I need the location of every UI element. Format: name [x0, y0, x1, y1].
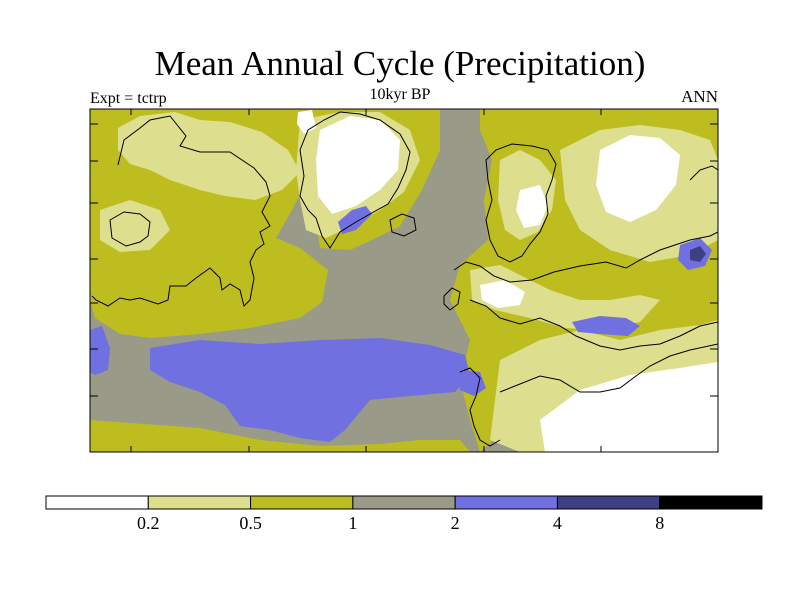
season-label: ANN: [681, 87, 718, 106]
colorbar-box: [556, 495, 661, 510]
colorbar-tick-label: 0.2: [137, 513, 160, 533]
colorbar-box: [250, 495, 354, 510]
map-frame: [89, 108, 719, 453]
field-band-0.2-0.5-canada: [118, 112, 300, 200]
field-band-2-4-west-edge: [90, 326, 110, 375]
coastline-british-isles: [443, 287, 461, 311]
field-band-2-4-iberia-coast: [460, 370, 486, 396]
colorbar-box: [659, 495, 763, 510]
coastline-north-america: [91, 115, 271, 307]
coastline-siberia: [689, 165, 718, 181]
colorbar-tick-label: 8: [655, 513, 665, 533]
colorbar-box: [352, 495, 456, 510]
coastline-scandinavia: [485, 143, 557, 263]
field-band-lt-0.2-scandinavia: [516, 185, 548, 228]
coastline-greenland: [299, 111, 411, 249]
map-title: Mean Annual Cycle (Precipitation): [154, 44, 646, 83]
colorbar-boxes: [45, 495, 763, 510]
field-band-0.5-1-south-strip: [90, 420, 470, 452]
field-band-2-4-atlantic-storm-track: [150, 338, 470, 442]
colorbar-box: [454, 495, 558, 510]
map-ticks: [90, 109, 718, 452]
field-band-2-4-mediterranean-rim: [572, 316, 640, 336]
coastline-hudson-bay: [109, 211, 151, 247]
field-band-lt-0.2-siberia: [596, 135, 680, 222]
coastline-north-africa: [499, 343, 718, 393]
field-band-lt-0.2-sahara: [540, 362, 718, 452]
field-band-lt-0.2-mediterranean: [480, 280, 525, 308]
field-band-4-8-caucasus-core: [690, 246, 706, 262]
coastline-europe: [453, 231, 718, 283]
colorbar-box: [147, 495, 252, 510]
colorbar-box: [45, 495, 149, 510]
field-band-lt-0.2-greenland: [316, 116, 400, 214]
colorbar-tick-label: 1: [348, 513, 358, 533]
field-band-0.2-0.5-labrador: [100, 200, 170, 252]
coastline-mediterranean-north: [469, 299, 718, 351]
colorbar-tick-label: 4: [552, 513, 562, 533]
colorbar-tick-label: 2: [450, 513, 460, 533]
field-band-2-4-greenland-coast: [338, 206, 372, 234]
map-subtitle: 10kyr BP: [369, 86, 431, 103]
coastline-iceland: [389, 213, 417, 237]
experiment-label: Expt = tctrp: [90, 90, 167, 107]
colorbar-tick-label: 0.5: [239, 513, 262, 533]
coastlines: [91, 111, 718, 447]
coastline-iberia-africa: [459, 367, 501, 447]
